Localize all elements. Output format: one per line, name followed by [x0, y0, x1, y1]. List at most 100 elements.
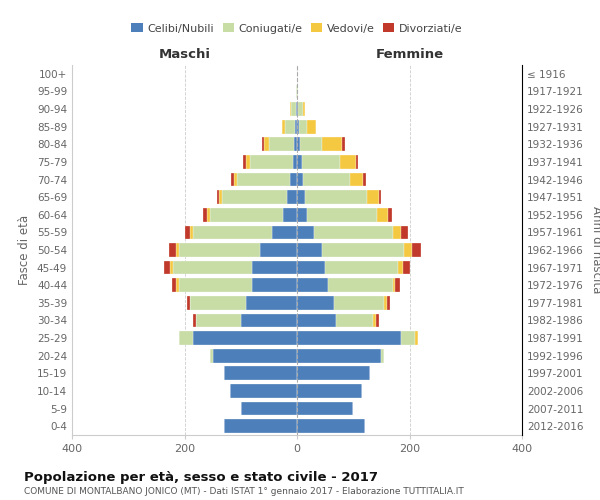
- Bar: [298, 102, 302, 116]
- Bar: [297, 208, 307, 222]
- Bar: [297, 172, 302, 186]
- Bar: [246, 155, 250, 169]
- Bar: [252, 278, 297, 292]
- Bar: [170, 260, 173, 274]
- Bar: [220, 190, 222, 204]
- Bar: [328, 278, 392, 292]
- Bar: [193, 331, 297, 345]
- Bar: [241, 402, 297, 415]
- Y-axis label: Fasce di età: Fasce di età: [19, 215, 31, 285]
- Bar: [350, 172, 363, 186]
- Bar: [224, 420, 297, 433]
- Bar: [305, 190, 367, 204]
- Bar: [237, 172, 290, 186]
- Bar: [395, 278, 400, 292]
- Bar: [262, 138, 265, 151]
- Bar: [297, 366, 370, 380]
- Bar: [297, 226, 314, 239]
- Bar: [401, 226, 408, 239]
- Bar: [172, 278, 176, 292]
- Bar: [293, 155, 297, 169]
- Bar: [283, 120, 285, 134]
- Bar: [212, 349, 297, 362]
- Bar: [302, 155, 340, 169]
- Bar: [179, 243, 260, 257]
- Bar: [190, 226, 193, 239]
- Bar: [401, 331, 415, 345]
- Bar: [272, 226, 297, 239]
- Bar: [297, 155, 302, 169]
- Bar: [297, 260, 325, 274]
- Bar: [403, 260, 409, 274]
- Bar: [179, 278, 252, 292]
- Bar: [169, 243, 176, 257]
- Bar: [404, 243, 412, 257]
- Bar: [376, 314, 379, 328]
- Bar: [322, 138, 342, 151]
- Bar: [322, 243, 404, 257]
- Text: Femmine: Femmine: [376, 48, 443, 62]
- Bar: [297, 331, 401, 345]
- Bar: [297, 296, 334, 310]
- Bar: [382, 349, 384, 362]
- Bar: [297, 243, 322, 257]
- Bar: [247, 296, 297, 310]
- Y-axis label: Anni di nascita: Anni di nascita: [590, 206, 600, 294]
- Bar: [295, 120, 297, 134]
- Bar: [325, 260, 398, 274]
- Bar: [294, 138, 297, 151]
- Bar: [243, 155, 246, 169]
- Legend: Celibi/Nubili, Coniugati/e, Vedovi/e, Divorziati/e: Celibi/Nubili, Coniugati/e, Vedovi/e, Di…: [127, 19, 467, 38]
- Bar: [269, 138, 294, 151]
- Bar: [388, 208, 392, 222]
- Bar: [296, 102, 297, 116]
- Bar: [179, 331, 193, 345]
- Bar: [265, 138, 269, 151]
- Bar: [250, 155, 293, 169]
- Bar: [355, 155, 358, 169]
- Bar: [367, 190, 379, 204]
- Bar: [229, 384, 297, 398]
- Bar: [193, 226, 272, 239]
- Bar: [297, 349, 382, 362]
- Bar: [210, 349, 212, 362]
- Bar: [224, 366, 297, 380]
- Bar: [222, 190, 287, 204]
- Bar: [193, 314, 196, 328]
- Bar: [283, 208, 297, 222]
- Bar: [176, 243, 179, 257]
- Text: Maschi: Maschi: [158, 48, 211, 62]
- Bar: [190, 296, 247, 310]
- Bar: [297, 120, 299, 134]
- Bar: [210, 208, 283, 222]
- Bar: [285, 120, 295, 134]
- Bar: [334, 296, 384, 310]
- Bar: [314, 226, 392, 239]
- Bar: [217, 190, 220, 204]
- Bar: [412, 243, 421, 257]
- Bar: [392, 226, 401, 239]
- Bar: [297, 402, 353, 415]
- Bar: [260, 243, 297, 257]
- Bar: [252, 260, 297, 274]
- Bar: [297, 384, 362, 398]
- Bar: [387, 296, 390, 310]
- Bar: [297, 190, 305, 204]
- Bar: [292, 102, 296, 116]
- Bar: [384, 296, 387, 310]
- Bar: [203, 208, 207, 222]
- Bar: [398, 260, 403, 274]
- Bar: [297, 278, 328, 292]
- Bar: [297, 102, 298, 116]
- Bar: [299, 120, 307, 134]
- Bar: [207, 208, 210, 222]
- Bar: [196, 314, 241, 328]
- Bar: [363, 172, 365, 186]
- Bar: [300, 138, 322, 151]
- Bar: [173, 260, 252, 274]
- Bar: [302, 172, 350, 186]
- Bar: [287, 190, 297, 204]
- Bar: [342, 138, 345, 151]
- Bar: [297, 138, 300, 151]
- Bar: [307, 208, 377, 222]
